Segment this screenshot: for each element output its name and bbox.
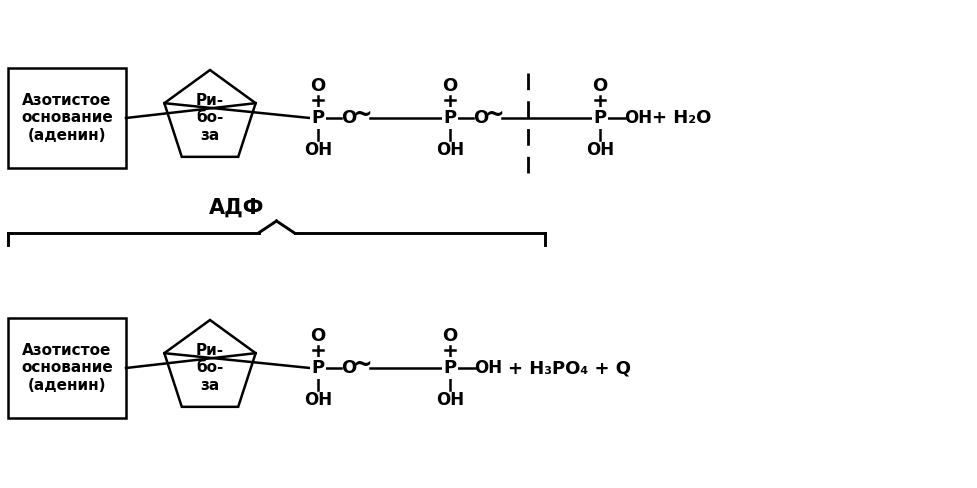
Text: OH: OH xyxy=(436,391,464,409)
Polygon shape xyxy=(164,320,256,407)
Text: OH: OH xyxy=(436,141,464,159)
Text: O: O xyxy=(311,77,325,95)
Text: OH: OH xyxy=(624,109,652,127)
Text: Азотистое
основание
(аденин): Азотистое основание (аденин) xyxy=(21,93,113,143)
Text: O: O xyxy=(474,109,488,127)
Text: O: O xyxy=(341,359,357,377)
Text: O: O xyxy=(443,77,457,95)
Text: Ри-
бо-
за: Ри- бо- за xyxy=(196,93,224,143)
FancyBboxPatch shape xyxy=(8,68,126,168)
Text: OH: OH xyxy=(304,391,332,409)
Text: Ри-
бо-
за: Ри- бо- за xyxy=(196,343,224,393)
Text: P: P xyxy=(593,109,607,127)
Text: P: P xyxy=(312,359,324,377)
Text: ~: ~ xyxy=(352,103,372,127)
Text: O: O xyxy=(341,109,357,127)
Text: OH: OH xyxy=(474,359,502,377)
Text: P: P xyxy=(444,359,456,377)
Text: Азотистое
основание
(аденин): Азотистое основание (аденин) xyxy=(21,343,113,393)
Polygon shape xyxy=(164,70,256,157)
FancyBboxPatch shape xyxy=(8,318,126,418)
Text: + H₃PO₄ + Q: + H₃PO₄ + Q xyxy=(508,359,631,377)
Text: АДФ: АДФ xyxy=(209,198,264,218)
Text: OH: OH xyxy=(304,141,332,159)
Text: O: O xyxy=(311,327,325,345)
Text: OH: OH xyxy=(586,141,615,159)
Text: P: P xyxy=(312,109,324,127)
Text: + H₂O: + H₂O xyxy=(653,109,711,127)
Text: O: O xyxy=(443,327,457,345)
Text: P: P xyxy=(444,109,456,127)
Text: ~: ~ xyxy=(485,103,504,127)
Text: O: O xyxy=(592,77,608,95)
Text: ~: ~ xyxy=(352,353,372,377)
